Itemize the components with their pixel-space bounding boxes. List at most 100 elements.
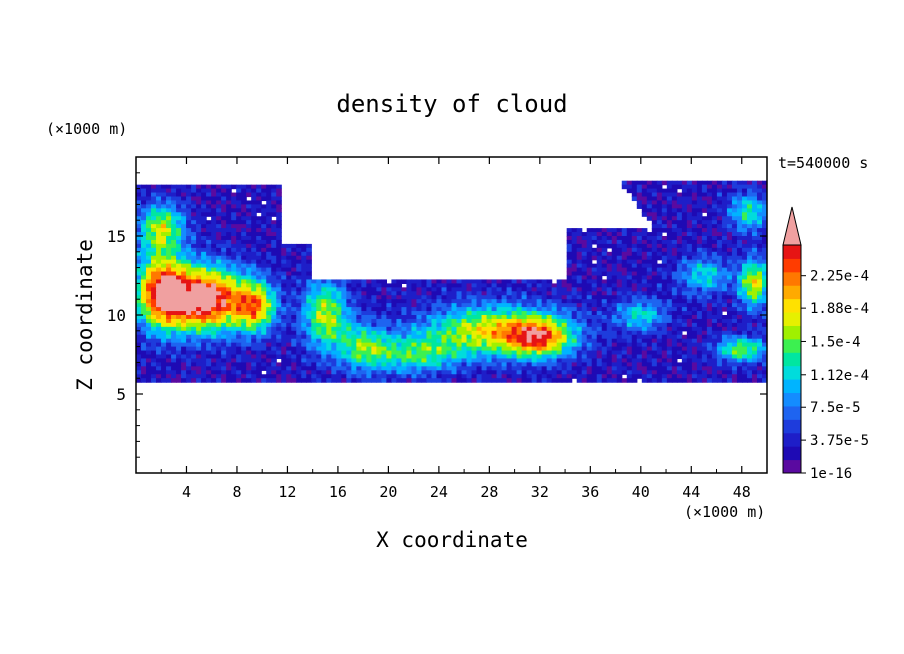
density-cell [411, 374, 418, 379]
density-cell [226, 338, 232, 344]
density-cell [516, 307, 523, 312]
density-cell [141, 315, 147, 320]
density-cell [236, 299, 242, 304]
density-cell [346, 350, 352, 356]
density-cell [656, 295, 663, 300]
density-cell [621, 251, 628, 257]
density-cell [551, 283, 558, 288]
density-cell [756, 259, 763, 265]
density-cell [431, 334, 438, 340]
density-cell [321, 307, 327, 312]
density-cell [196, 362, 202, 367]
density-cell [476, 322, 483, 328]
density-cell [281, 251, 287, 257]
density-cell [726, 374, 733, 379]
density-cell [446, 378, 453, 383]
density-cell [656, 204, 663, 209]
density-cell [491, 326, 498, 332]
density-cell [716, 299, 723, 304]
density-cell [421, 326, 428, 332]
density-cell [701, 338, 708, 344]
density-cell [166, 338, 172, 344]
density-cell [666, 303, 673, 308]
density-cell [216, 322, 222, 328]
density-cell [741, 212, 748, 217]
density-cell [686, 180, 693, 186]
density-cell [621, 362, 628, 367]
density-cell [306, 255, 312, 261]
density-cell [151, 279, 157, 284]
density-cell [221, 200, 227, 205]
density-cell [216, 232, 222, 237]
density-cell [386, 358, 393, 363]
density-cell [551, 362, 558, 367]
density-cell [301, 299, 307, 304]
density-cell [431, 350, 438, 356]
density-cell [551, 346, 558, 352]
density-cell [471, 279, 478, 284]
density-cell [616, 283, 623, 288]
density-cell [691, 255, 698, 261]
density-cell [251, 311, 257, 316]
density-cell [666, 220, 673, 225]
density-cell [276, 228, 282, 233]
density-cell [661, 271, 668, 277]
density-cell [696, 220, 703, 225]
density-cell [291, 299, 297, 304]
density-cell [241, 212, 247, 217]
density-cell [396, 287, 403, 292]
density-cell [191, 303, 197, 308]
density-cell [246, 291, 252, 296]
density-cell [706, 291, 713, 296]
density-cell [451, 350, 458, 356]
density-cell [326, 346, 332, 352]
density-cell [496, 283, 503, 288]
density-cell [456, 354, 463, 360]
density-cell [401, 354, 408, 360]
density-cell [441, 346, 448, 352]
density-cell [571, 283, 578, 288]
density-cell [176, 239, 182, 245]
density-cell [201, 366, 207, 371]
density-cell [566, 311, 573, 316]
density-cell [541, 362, 548, 367]
density-cell [466, 318, 473, 324]
density-cell [611, 378, 618, 383]
density-cell [141, 279, 147, 284]
density-cell [451, 303, 458, 308]
density-cell [161, 200, 167, 205]
density-cell [721, 224, 728, 229]
density-cell [436, 279, 443, 284]
density-cell [626, 346, 633, 352]
density-cell [621, 378, 628, 383]
density-cell [151, 315, 157, 320]
density-cell [631, 232, 638, 237]
density-cell [241, 346, 247, 352]
density-cell [436, 295, 443, 300]
density-cell [426, 362, 433, 367]
density-cell [626, 287, 633, 292]
density-cell [491, 283, 498, 288]
density-cell [191, 342, 197, 348]
density-cell [211, 311, 217, 316]
density-cell [521, 307, 528, 312]
density-cell [681, 342, 688, 348]
density-cell [636, 338, 643, 344]
density-cell [676, 251, 683, 257]
density-cell [391, 303, 398, 308]
density-cell [201, 188, 207, 194]
density-cell [181, 279, 187, 284]
density-cell [706, 204, 713, 209]
density-cell [416, 362, 423, 367]
density-cell [251, 346, 257, 352]
density-cell [741, 295, 748, 300]
density-cell [626, 283, 633, 288]
density-cell [166, 287, 172, 292]
density-cell [396, 315, 403, 320]
density-cell [761, 236, 767, 241]
density-cell [596, 374, 603, 379]
density-cell [646, 303, 653, 308]
density-cell [476, 295, 483, 300]
density-cell [676, 220, 683, 225]
density-cell [761, 271, 767, 277]
